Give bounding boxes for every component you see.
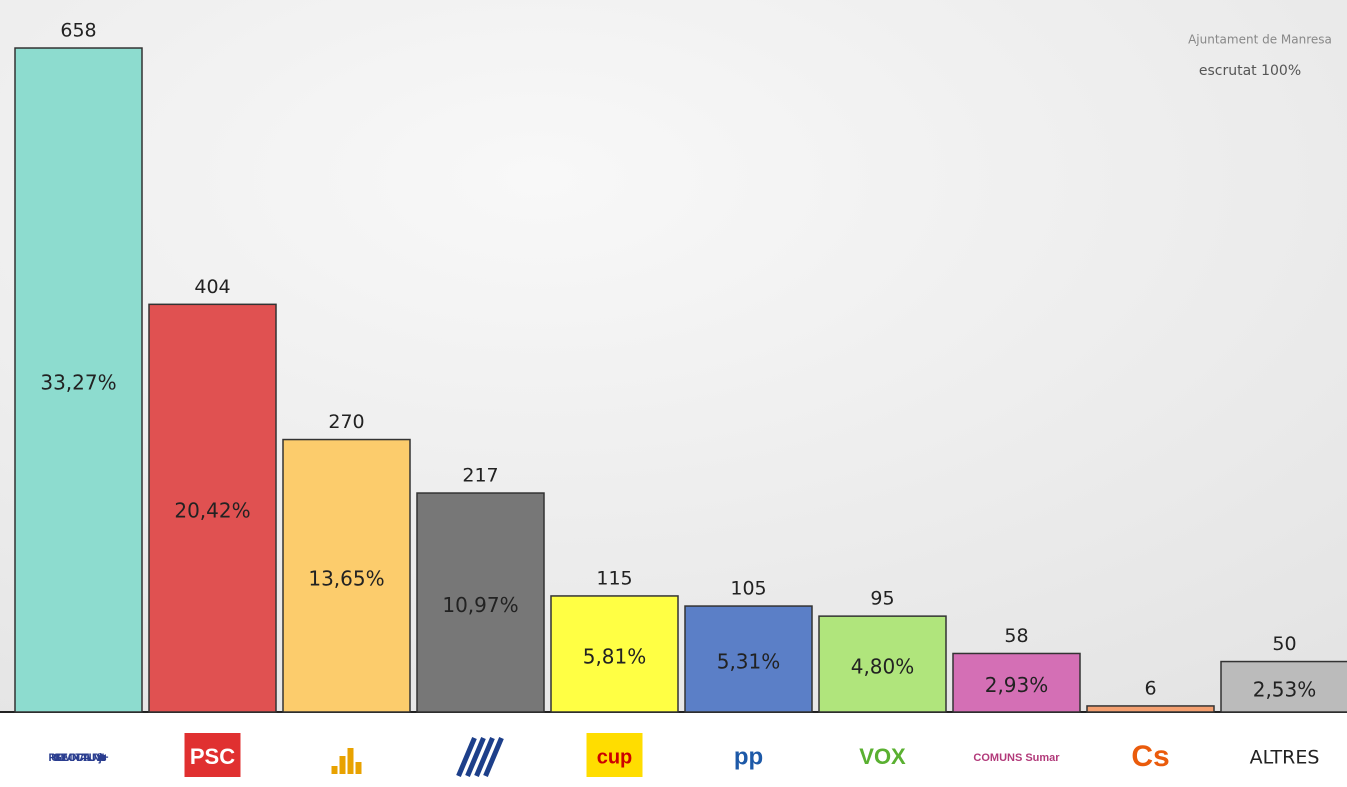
category-logo: cup: [597, 746, 633, 768]
bar: [1086, 705, 1215, 713]
category-logo: pp: [734, 743, 763, 770]
logo-shape: [456, 737, 477, 777]
share-label: 5,31%: [717, 650, 781, 674]
logo-shape: [339, 756, 346, 774]
logo-bg: [184, 733, 241, 777]
header: Ajuntament de Manresa: [1188, 33, 1332, 47]
share-label: 2,53%: [1253, 677, 1317, 701]
bar: [416, 492, 545, 713]
category-logo: PUIGDEMONT CATALUNYA junts+: [48, 752, 108, 764]
logo-shape: [355, 762, 362, 774]
logo-bg: [586, 733, 643, 777]
bar: [684, 605, 813, 713]
logo-shape: [474, 737, 495, 777]
share-label: 33,27%: [40, 371, 116, 395]
share-label: 20,42%: [174, 499, 250, 523]
bar: [818, 615, 947, 713]
share-label: 4,80%: [851, 655, 915, 679]
value-label: 58: [1004, 625, 1028, 647]
value-label: 105: [730, 578, 766, 600]
value-label: 270: [328, 411, 364, 433]
share-label: 10,97%: [442, 593, 518, 617]
share-label: 2,93%: [985, 673, 1049, 697]
bar: [550, 595, 679, 713]
category-logo: ALTRES: [1250, 747, 1320, 769]
category-logo: PSC: [190, 744, 235, 769]
value-label: 115: [596, 567, 632, 589]
value-label: 50: [1272, 633, 1296, 655]
category-logo: Cs: [1131, 740, 1169, 773]
value-label: 217: [462, 465, 498, 487]
bar: [14, 47, 143, 713]
logo-shape: [347, 748, 354, 774]
logo-shape: [465, 737, 486, 777]
logo-shape: [331, 766, 338, 774]
value-label: 95: [870, 588, 894, 610]
bar: [1220, 660, 1347, 713]
logo-shape: [483, 737, 504, 777]
share-label: 5,81%: [583, 644, 647, 668]
value-label: 658: [60, 20, 96, 42]
bar: [282, 438, 411, 713]
category-logo: VOX: [859, 744, 906, 769]
category-logo: COMUNS Sumar: [973, 752, 1060, 764]
share-label: 13,65%: [308, 566, 384, 590]
value-label: 404: [194, 276, 230, 298]
bar: [148, 303, 277, 713]
bar: [952, 652, 1081, 713]
value-label: 6: [1144, 677, 1156, 699]
subtitle: escrutat 100%: [1199, 63, 1301, 79]
